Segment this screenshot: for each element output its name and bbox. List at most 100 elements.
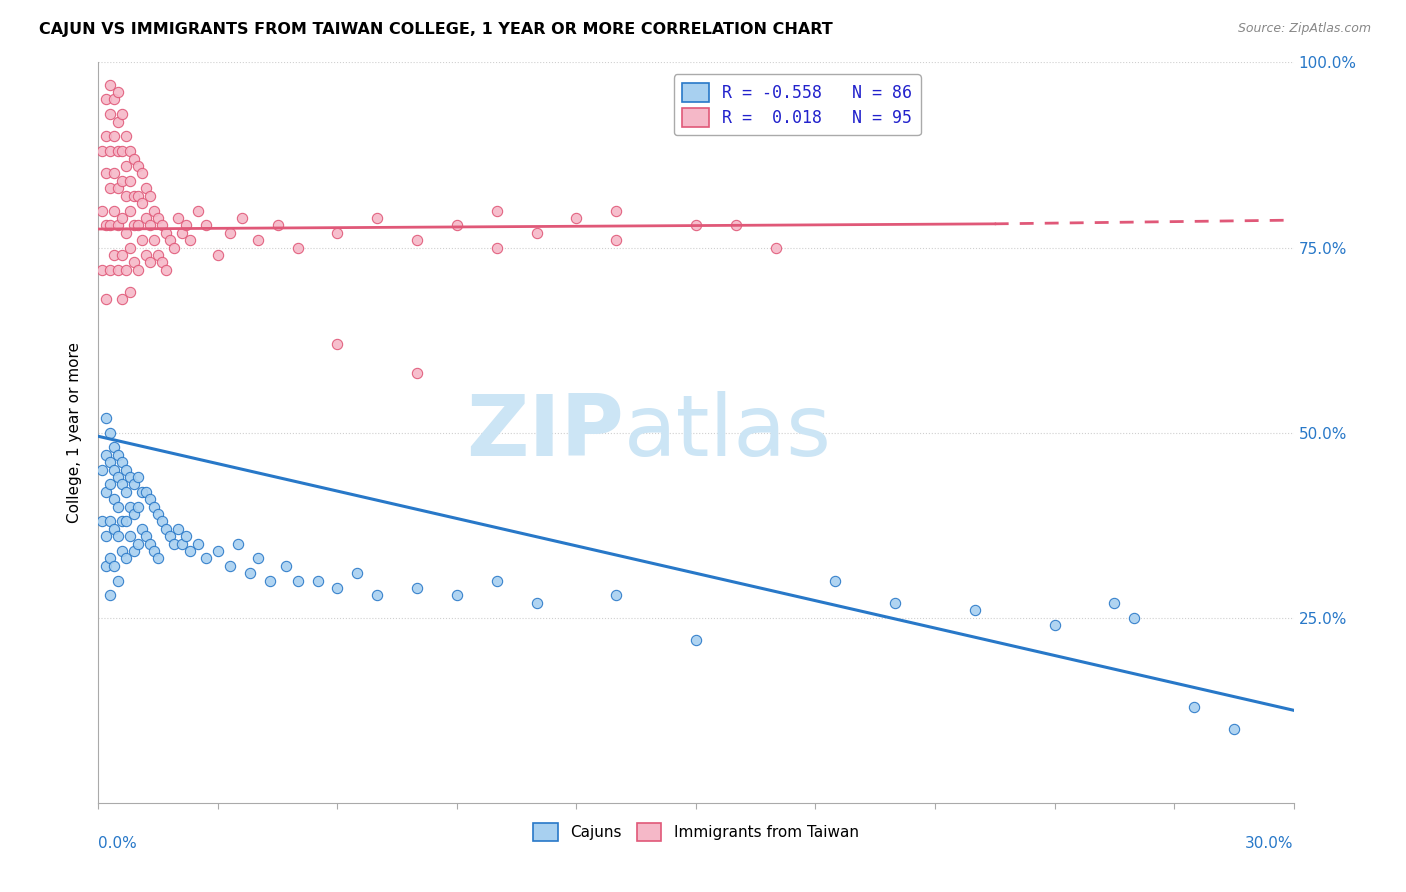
Point — [96, 529, 118, 543]
Point — [127, 188, 149, 202]
Point — [98, 551, 122, 566]
Point — [526, 226, 548, 240]
Point — [98, 78, 122, 92]
Point — [124, 544, 146, 558]
Point — [163, 240, 186, 255]
Point — [107, 181, 129, 195]
Point — [96, 293, 118, 307]
Point — [96, 166, 118, 180]
Point — [107, 574, 129, 588]
Point — [120, 285, 142, 299]
Point — [326, 336, 349, 351]
Point — [485, 203, 508, 218]
Point — [103, 92, 125, 106]
Point — [120, 174, 142, 188]
Point — [155, 262, 177, 277]
Point — [115, 159, 138, 173]
Point — [91, 515, 114, 529]
Point — [103, 462, 125, 476]
Point — [111, 515, 134, 529]
Point — [135, 211, 157, 225]
Point — [96, 410, 118, 425]
Text: 30.0%: 30.0% — [1246, 836, 1294, 851]
Point — [131, 233, 153, 247]
Point — [143, 203, 166, 218]
Point — [239, 566, 262, 581]
Point — [724, 219, 747, 233]
Point — [107, 219, 129, 233]
Point — [326, 226, 349, 240]
Point — [107, 500, 129, 514]
Point — [107, 448, 129, 462]
Point — [446, 219, 468, 233]
Point — [103, 129, 125, 144]
Point — [127, 219, 149, 233]
Point — [1223, 722, 1246, 736]
Point — [1182, 699, 1205, 714]
Point — [174, 219, 197, 233]
Point — [246, 551, 269, 566]
Point — [139, 188, 162, 202]
Text: CAJUN VS IMMIGRANTS FROM TAIWAN COLLEGE, 1 YEAR OR MORE CORRELATION CHART: CAJUN VS IMMIGRANTS FROM TAIWAN COLLEGE,… — [39, 22, 834, 37]
Point — [187, 203, 209, 218]
Point — [1104, 596, 1126, 610]
Point — [111, 544, 134, 558]
Point — [98, 455, 122, 469]
Point — [159, 529, 181, 543]
Point — [139, 492, 162, 507]
Point — [148, 507, 170, 521]
Point — [131, 196, 153, 211]
Point — [115, 129, 138, 144]
Point — [107, 262, 129, 277]
Point — [111, 477, 134, 491]
Point — [605, 233, 627, 247]
Point — [103, 248, 125, 262]
Point — [107, 470, 129, 484]
Point — [765, 240, 787, 255]
Point — [207, 248, 229, 262]
Point — [446, 589, 468, 603]
Text: Source: ZipAtlas.com: Source: ZipAtlas.com — [1237, 22, 1371, 36]
Point — [107, 145, 129, 159]
Point — [163, 536, 186, 550]
Point — [98, 515, 122, 529]
Point — [148, 551, 170, 566]
Point — [96, 448, 118, 462]
Point — [139, 219, 162, 233]
Point — [98, 477, 122, 491]
Point — [103, 441, 125, 455]
Point — [115, 226, 138, 240]
Point — [96, 219, 118, 233]
Point — [120, 203, 142, 218]
Point — [124, 507, 146, 521]
Point — [685, 219, 707, 233]
Point — [115, 462, 138, 476]
Text: atlas: atlas — [624, 391, 832, 475]
Point — [963, 603, 986, 617]
Point — [107, 529, 129, 543]
Point — [565, 211, 588, 225]
Point — [96, 129, 118, 144]
Point — [120, 500, 142, 514]
Point — [91, 145, 114, 159]
Point — [148, 211, 170, 225]
Point — [98, 589, 122, 603]
Point — [98, 181, 122, 195]
Point — [143, 500, 166, 514]
Point — [155, 522, 177, 536]
Point — [195, 551, 218, 566]
Point — [135, 484, 157, 499]
Point — [259, 574, 281, 588]
Point — [120, 240, 142, 255]
Point — [96, 92, 118, 106]
Point — [167, 522, 190, 536]
Point — [307, 574, 329, 588]
Point — [120, 529, 142, 543]
Point — [167, 211, 190, 225]
Point — [120, 470, 142, 484]
Point — [135, 181, 157, 195]
Point — [124, 188, 146, 202]
Point — [219, 558, 242, 573]
Point — [139, 255, 162, 269]
Point — [485, 240, 508, 255]
